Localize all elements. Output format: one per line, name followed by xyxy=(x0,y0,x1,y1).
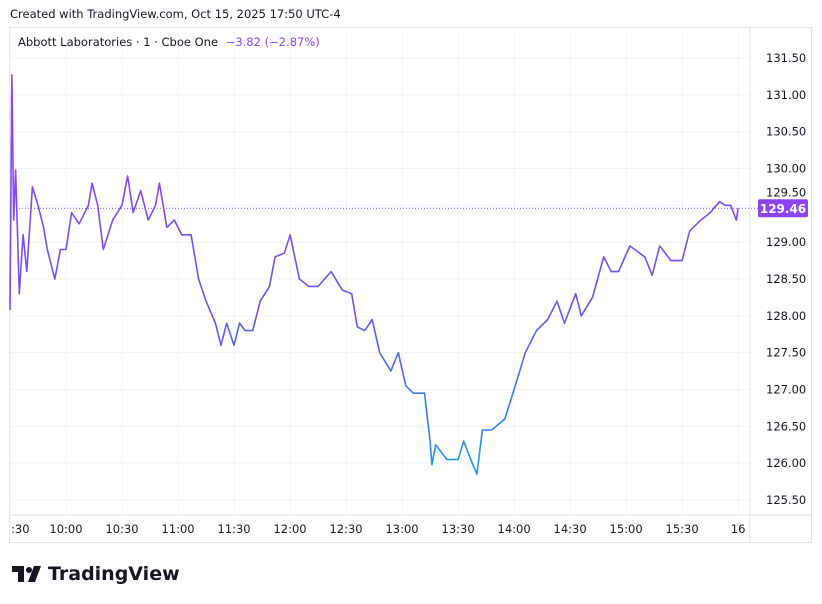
last-price-badge xyxy=(758,199,808,218)
tradingview-logo[interactable]: TradingView xyxy=(12,563,180,585)
last-price-label: 129.46 xyxy=(760,202,806,216)
price-change: −3.82 (−2.87%) xyxy=(225,35,320,49)
y-tick-label: 128.50 xyxy=(766,272,806,286)
y-tick-label: 131.00 xyxy=(766,88,806,102)
y-tick-label: 126.50 xyxy=(766,419,806,433)
y-tick-label: 125.50 xyxy=(766,493,806,507)
y-tick-label: 130.50 xyxy=(766,125,806,139)
x-tick-label: :30 xyxy=(11,522,30,536)
y-tick-label: 130.00 xyxy=(766,162,806,176)
x-tick-label: 13:00 xyxy=(385,522,418,536)
x-tick-label: 12:30 xyxy=(329,522,362,536)
y-tick-label: 131.50 xyxy=(766,51,806,65)
x-tick-label: 12:00 xyxy=(273,522,306,536)
y-tick-label: 126.00 xyxy=(766,456,806,470)
x-tick-label: 14:00 xyxy=(498,522,531,536)
x-tick-label: 16 xyxy=(731,522,746,536)
x-tick-label: 13:30 xyxy=(442,522,475,536)
y-tick-label: 127.00 xyxy=(766,383,806,397)
y-tick-label: 127.50 xyxy=(766,346,806,360)
price-line xyxy=(9,74,739,475)
y-tick-label: 129.00 xyxy=(766,235,806,249)
x-tick-label: 15:30 xyxy=(666,522,699,536)
y-tick-label: 129.50 xyxy=(766,185,806,199)
created-caption: Created with TradingView.com, Oct 15, 20… xyxy=(10,7,341,21)
x-tick-label: 11:30 xyxy=(217,522,250,536)
y-tick-label: 128.00 xyxy=(766,309,806,323)
x-tick-label: 10:30 xyxy=(105,522,138,536)
symbol-title: Abbott Laboratories · 1 · Cboe One xyxy=(18,35,219,49)
tradingview-logo-icon xyxy=(12,566,41,582)
x-tick-label: 15:00 xyxy=(610,522,643,536)
chart-legend: Abbott Laboratories · 1 · Cboe One −3.82… xyxy=(18,35,320,49)
x-tick-label: 14:30 xyxy=(554,522,587,536)
x-tick-label: 11:00 xyxy=(161,522,194,536)
brand-name: TradingView xyxy=(48,563,180,585)
x-tick-label: 10:00 xyxy=(49,522,82,536)
